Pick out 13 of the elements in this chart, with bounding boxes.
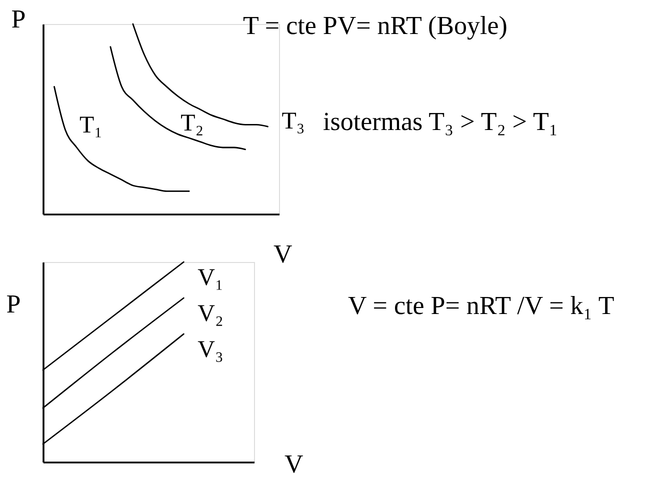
x-axis-title: V xyxy=(284,450,304,478)
annotation: T = cte PV= nRT (Boyle) xyxy=(243,11,508,40)
series-label: V₂ xyxy=(198,301,224,327)
text: isotermas T₃ > T₂ > T₁ xyxy=(323,107,558,136)
x-axis-title: V xyxy=(274,240,292,268)
series-label: V₁ xyxy=(198,265,224,291)
y-axis-title: P xyxy=(11,4,26,34)
series-label: T₃ xyxy=(282,108,305,135)
series-label: V₃ xyxy=(198,337,224,363)
text: V = cte P= nRT /V = k₁ T xyxy=(348,291,614,320)
series-label: T₂ xyxy=(180,110,204,136)
y-axis-title: P xyxy=(6,290,21,318)
series-label: T₁ xyxy=(79,112,103,138)
